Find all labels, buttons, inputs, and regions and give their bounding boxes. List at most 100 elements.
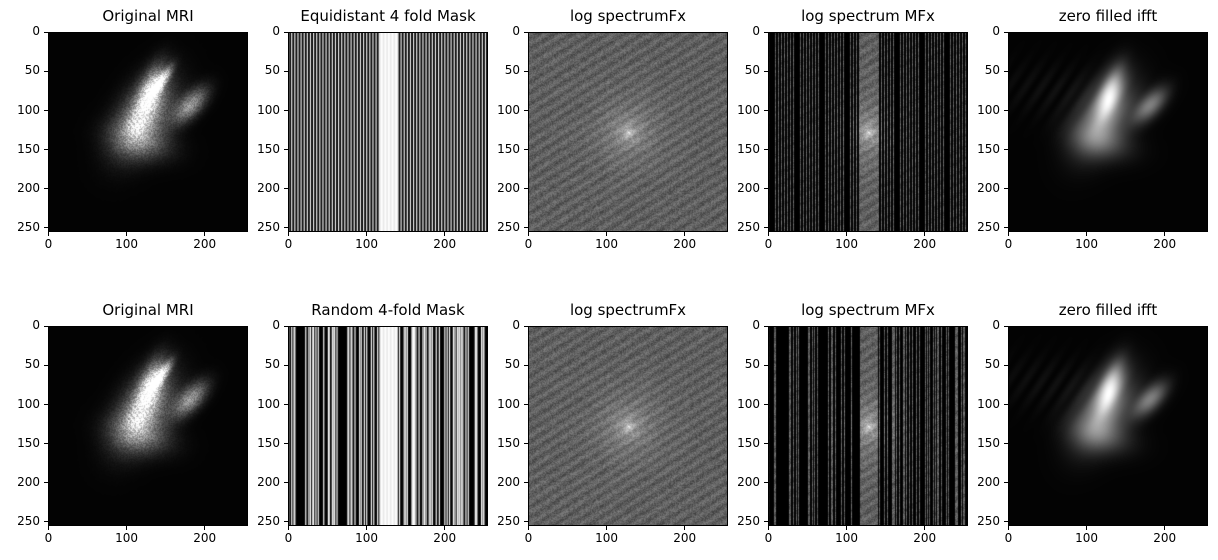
y-tick-label: 100 — [257, 102, 280, 117]
panel-log-spectrum-row1: log spectrumFx 0 50 100 150 200 250 0 100 200 — [497, 7, 728, 251]
x-tick-mark — [126, 232, 128, 236]
y-tick-label: 250 — [497, 513, 520, 528]
y-tick-label: 100 — [17, 102, 40, 117]
y-tick-mark — [764, 325, 768, 327]
x-tick-mark — [924, 526, 926, 530]
spectrum-image — [528, 32, 728, 232]
x-tick-label: 100 — [115, 531, 138, 545]
x-tick-mark — [444, 232, 446, 236]
y-tick-label: 0 — [32, 318, 40, 333]
y-tick-label: 50 — [984, 63, 1000, 78]
x-tick-mark — [684, 232, 686, 236]
y-tick-mark — [284, 227, 288, 229]
x-tick-mark — [684, 526, 686, 530]
y-tick-label: 0 — [752, 318, 760, 333]
x-tick-label: 0 — [764, 531, 773, 545]
panel-original-mri-row1: Original MRI 0 50 100 150 200 250 0 100 200 — [17, 7, 248, 251]
x-tick-mark — [527, 526, 529, 530]
y-tick-label: 150 — [497, 141, 520, 156]
y-tick-mark — [284, 188, 288, 190]
x-tick-mark — [444, 526, 446, 530]
y-tick-label: 150 — [977, 435, 1000, 450]
y-tick-mark — [764, 110, 768, 112]
y-tick-mark — [764, 364, 768, 366]
ifft-image — [1008, 32, 1208, 232]
y-tick-label: 50 — [504, 357, 520, 372]
y-tick-mark — [284, 325, 288, 327]
y-tick-label: 250 — [737, 219, 760, 234]
x-tick-mark — [366, 526, 368, 530]
x-tick-label: 200 — [913, 531, 937, 545]
y-tick-mark — [284, 404, 288, 406]
x-tick-label: 200 — [433, 237, 457, 251]
y-tick-mark — [44, 31, 48, 33]
y-tick-label: 150 — [737, 435, 760, 450]
y-tick-label: 0 — [512, 318, 520, 333]
y-tick-label: 200 — [257, 180, 280, 195]
y-tick-mark — [1004, 227, 1008, 229]
x-tick-label: 200 — [673, 531, 697, 545]
panel-title: Equidistant 4 fold Mask — [300, 7, 476, 25]
y-tick-mark — [524, 443, 528, 445]
x-tick-label: 100 — [355, 237, 378, 251]
x-tick-mark — [1007, 232, 1009, 236]
y-tick-mark — [1004, 70, 1008, 72]
y-tick-label: 200 — [497, 180, 520, 195]
y-tick-mark — [524, 188, 528, 190]
x-tick-label: 200 — [1153, 237, 1177, 251]
x-tick-mark — [204, 232, 206, 236]
y-tick-mark — [44, 110, 48, 112]
y-tick-label: 200 — [497, 474, 520, 489]
panel-random-mask: Random 4-fold Mask 0 50 100 150 200 250 0 100 20… — [257, 301, 488, 545]
y-tick-label: 0 — [992, 318, 1000, 333]
x-tick-label: 200 — [433, 531, 457, 545]
panel-masked-spectrum-random: log spectrum MFx 0 50 100 150 200 250 0 100 200 — [737, 301, 968, 545]
panel-title: log spectrumFx — [569, 7, 687, 25]
y-tick-label: 50 — [984, 357, 1000, 372]
y-tick-label: 150 — [17, 435, 40, 450]
y-tick-mark — [284, 110, 288, 112]
y-tick-mark — [764, 482, 768, 484]
x-tick-mark — [606, 232, 608, 236]
y-tick-label: 50 — [264, 357, 280, 372]
masked-spectrum-image — [768, 32, 968, 232]
y-tick-label: 200 — [17, 180, 40, 195]
panel-title: log spectrum MFx — [801, 301, 935, 319]
y-tick-label: 0 — [272, 24, 280, 39]
y-tick-mark — [284, 443, 288, 445]
y-tick-mark — [764, 227, 768, 229]
x-tick-label: 100 — [835, 237, 858, 251]
y-tick-label: 150 — [257, 141, 280, 156]
x-tick-label: 100 — [1075, 531, 1098, 545]
x-tick-mark — [47, 232, 49, 236]
y-tick-label: 250 — [257, 219, 280, 234]
panel-title: Random 4-fold Mask — [311, 301, 465, 319]
y-tick-label: 150 — [17, 141, 40, 156]
y-tick-mark — [1004, 110, 1008, 112]
y-tick-mark — [764, 31, 768, 33]
y-tick-label: 0 — [512, 24, 520, 39]
y-tick-label: 100 — [497, 102, 520, 117]
x-tick-label: 0 — [44, 237, 53, 251]
y-tick-mark — [524, 227, 528, 229]
x-tick-mark — [606, 526, 608, 530]
ifft-image — [1008, 326, 1208, 526]
mri-image — [48, 326, 248, 526]
y-tick-mark — [44, 325, 48, 327]
y-tick-label: 100 — [17, 396, 40, 411]
y-tick-mark — [1004, 364, 1008, 366]
y-tick-mark — [284, 149, 288, 151]
y-tick-label: 100 — [737, 396, 760, 411]
x-tick-mark — [1086, 526, 1088, 530]
masked-spectrum-image — [768, 326, 968, 526]
y-tick-mark — [524, 404, 528, 406]
panel-title: log spectrum MFx — [801, 7, 935, 25]
y-tick-mark — [284, 521, 288, 523]
x-tick-label: 100 — [595, 237, 618, 251]
y-tick-mark — [1004, 149, 1008, 151]
y-tick-mark — [1004, 325, 1008, 327]
y-tick-label: 50 — [24, 357, 40, 372]
x-tick-mark — [1086, 232, 1088, 236]
y-tick-mark — [764, 443, 768, 445]
panel-title: Original MRI — [102, 301, 194, 319]
